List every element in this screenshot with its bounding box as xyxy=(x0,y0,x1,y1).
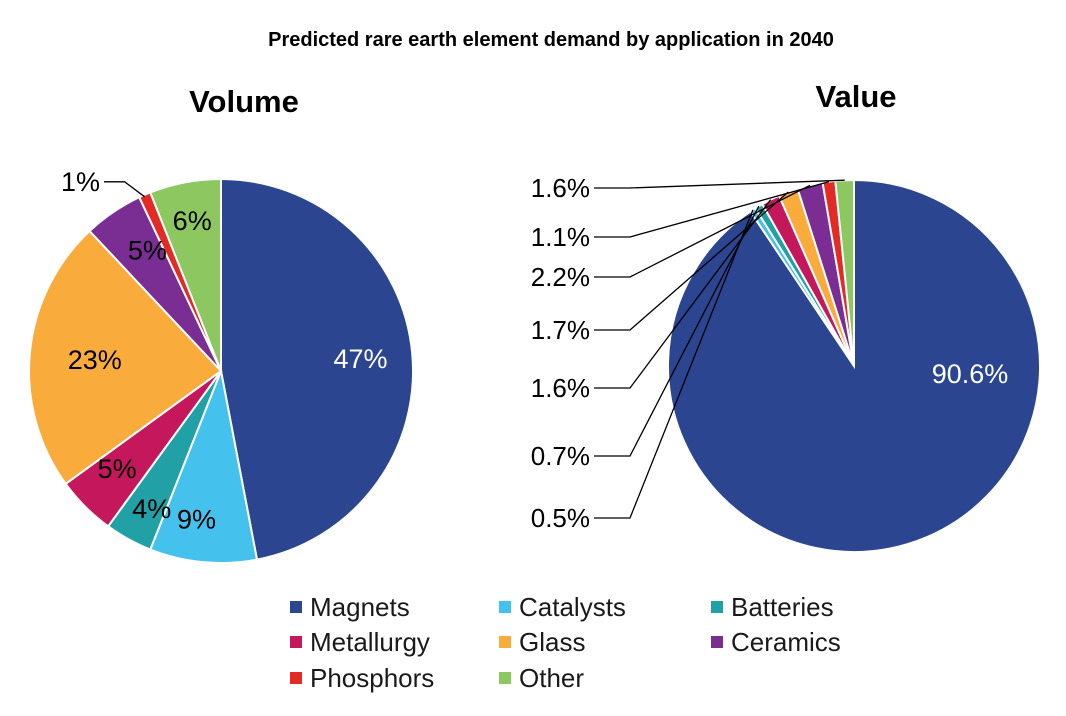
value-leader-batteries xyxy=(594,205,760,457)
value-pie-title: Value xyxy=(816,79,897,114)
volume-slice-magnets xyxy=(220,177,414,561)
volume-label-glass: 23% xyxy=(68,345,122,375)
value-leader-other xyxy=(594,179,845,189)
legend-swatch-other xyxy=(499,672,511,684)
legend-label-batteries: Batteries xyxy=(731,592,834,622)
volume-label-metallurgy: 5% xyxy=(98,454,137,484)
value-label-ceramics: 2.2% xyxy=(531,262,590,292)
value-label-magnets: 90.6% xyxy=(932,359,1009,389)
volume-labels: 47%9%4%5%23%5%6%1% xyxy=(61,167,388,535)
value-label-metallurgy: 1.6% xyxy=(531,373,590,403)
volume-slice-other xyxy=(149,177,222,372)
legend-swatch-glass xyxy=(499,636,511,648)
chart-legend: Magnets Catalysts Batteries Metallurgy Glass… xyxy=(290,592,841,693)
legend-swatch-metallurgy xyxy=(290,636,302,648)
value-leader-glass xyxy=(594,191,789,331)
volume-leader-phosphors xyxy=(104,181,146,198)
volume-slice-glass xyxy=(28,229,223,486)
legend-label-phosphors: Phosphors xyxy=(310,663,434,693)
legend-label-magnets: Magnets xyxy=(310,592,410,622)
chart-title: Predicted rare earth element demand by a… xyxy=(268,29,834,51)
legend-label-ceramics: Ceramics xyxy=(731,627,841,657)
value-label-other: 1.6% xyxy=(531,173,590,203)
legend-label-glass: Glass xyxy=(519,627,585,657)
value-label-catalysts: 0.5% xyxy=(531,503,590,533)
legend-swatch-phosphors xyxy=(290,672,302,684)
value-labels: 90.6% 1.6% 1.1% 2.2% 1.7% 1.6% 0.7% 0.5% xyxy=(531,173,1009,533)
volume-label-other: 6% xyxy=(173,206,212,236)
value-label-batteries: 0.7% xyxy=(531,441,590,471)
value-pie-chart: Value 90.6% 1.6% 1.1% 2.2% 1.7% 1.6% 0.7% 0.5% xyxy=(531,79,1041,553)
volume-pie-title: Volume xyxy=(189,84,299,119)
value-leader-metallurgy xyxy=(594,199,772,389)
value-label-phosphors: 1.1% xyxy=(531,222,590,252)
legend-label-metallurgy: Metallurgy xyxy=(310,627,430,657)
volume-label-magnets: 47% xyxy=(333,344,387,374)
legend-swatch-batteries xyxy=(711,601,723,613)
volume-label-batteries: 4% xyxy=(132,494,171,524)
legend-swatch-catalysts xyxy=(499,601,511,613)
volume-slice-catalysts xyxy=(149,367,259,564)
value-leader-catalysts xyxy=(594,209,754,519)
volume-label-phosphors: 1% xyxy=(61,167,100,197)
legend-label-catalysts: Catalysts xyxy=(519,592,626,622)
value-leader-phosphors xyxy=(594,181,830,238)
legend-label-other: Other xyxy=(519,663,584,693)
volume-slices xyxy=(28,177,414,564)
volume-label-ceramics: 5% xyxy=(128,236,167,266)
value-slices xyxy=(667,178,1041,553)
volume-pie-chart: Volume 47%9%4%5%23%5%6%1% xyxy=(28,84,414,564)
value-label-glass: 1.7% xyxy=(531,315,590,345)
volume-label-catalysts: 9% xyxy=(177,505,216,535)
legend-swatch-magnets xyxy=(290,601,302,613)
legend-swatch-ceramics xyxy=(711,636,723,648)
